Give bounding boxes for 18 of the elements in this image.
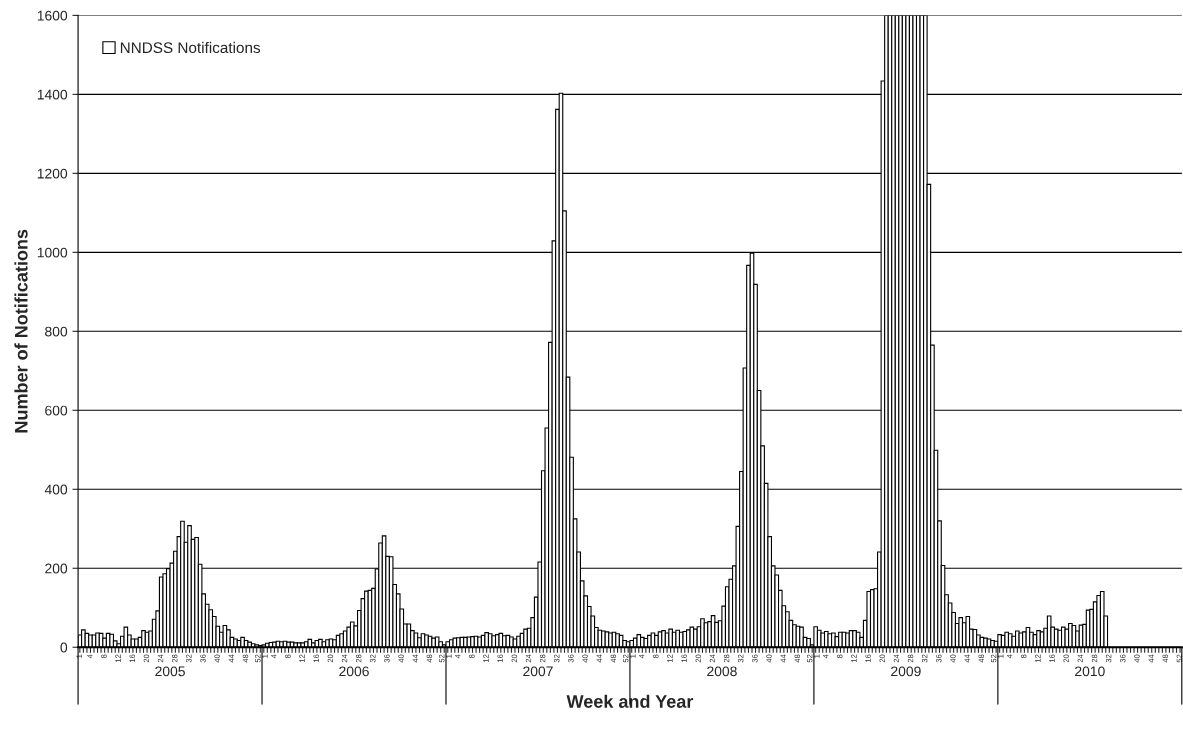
y-tick-label: 1200 [37, 168, 68, 179]
y-tick-label: 600 [45, 405, 68, 416]
text: 2010 [1075, 666, 1105, 677]
y-tick-label: 1000 [37, 247, 68, 258]
y-tick-label: 400 [44, 484, 68, 495]
y-tick-label: 800 [45, 326, 68, 337]
text: 2007 [523, 666, 553, 677]
text: 2005 [155, 666, 185, 677]
y-tick-label: 1400 [37, 89, 68, 100]
y-axis-title: Number of Notifications [14, 229, 28, 433]
x-axis-title: Week and Year [566, 694, 694, 708]
text: 2008 [707, 666, 737, 677]
legend-label: NNDSS Notifications [120, 41, 261, 54]
text: 2006 [339, 666, 369, 677]
y-tick-label: 0 [60, 642, 68, 653]
y-tick-label: 200 [45, 563, 68, 574]
y-tick-label: 1600 [37, 10, 68, 21]
text: 2009 [891, 666, 921, 677]
